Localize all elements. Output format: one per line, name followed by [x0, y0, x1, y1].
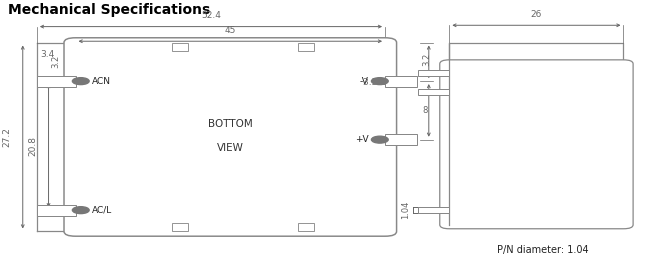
Circle shape: [371, 78, 388, 85]
FancyBboxPatch shape: [64, 38, 397, 236]
FancyBboxPatch shape: [440, 60, 633, 229]
Bar: [419, 70, 450, 76]
Bar: [298, 223, 314, 231]
Bar: [385, 134, 417, 145]
Bar: [172, 43, 189, 51]
Text: 3.2: 3.2: [422, 53, 432, 66]
Text: 27.2: 27.2: [2, 127, 11, 147]
Text: 3.5 ±1mm: 3.5 ±1mm: [363, 78, 411, 87]
Bar: [419, 89, 450, 95]
Bar: [298, 43, 314, 51]
Text: BOTTOM: BOTTOM: [208, 119, 253, 129]
Text: P/N diameter: 1.04: P/N diameter: 1.04: [497, 245, 589, 255]
Bar: [37, 76, 76, 87]
Text: 20.8: 20.8: [28, 136, 37, 156]
Text: ACN: ACN: [92, 77, 110, 86]
Text: 3.4: 3.4: [40, 50, 54, 59]
Text: VIEW: VIEW: [217, 143, 244, 153]
Bar: [172, 223, 189, 231]
Bar: [385, 76, 417, 87]
Bar: [450, 43, 623, 64]
Text: -V: -V: [360, 77, 369, 86]
Text: Mechanical Specifications: Mechanical Specifications: [8, 3, 210, 17]
Text: 8: 8: [422, 106, 428, 115]
Text: 3.2: 3.2: [51, 55, 60, 68]
Text: 1.04: 1.04: [401, 201, 410, 219]
Text: AC/L: AC/L: [92, 206, 112, 215]
Text: 26: 26: [531, 10, 542, 19]
Circle shape: [371, 136, 388, 143]
Bar: [419, 207, 450, 213]
Circle shape: [72, 78, 89, 85]
Bar: [37, 205, 76, 216]
Circle shape: [72, 207, 89, 214]
Text: 52.4: 52.4: [201, 11, 221, 20]
Text: 45: 45: [225, 26, 236, 35]
Text: +V: +V: [355, 135, 369, 144]
